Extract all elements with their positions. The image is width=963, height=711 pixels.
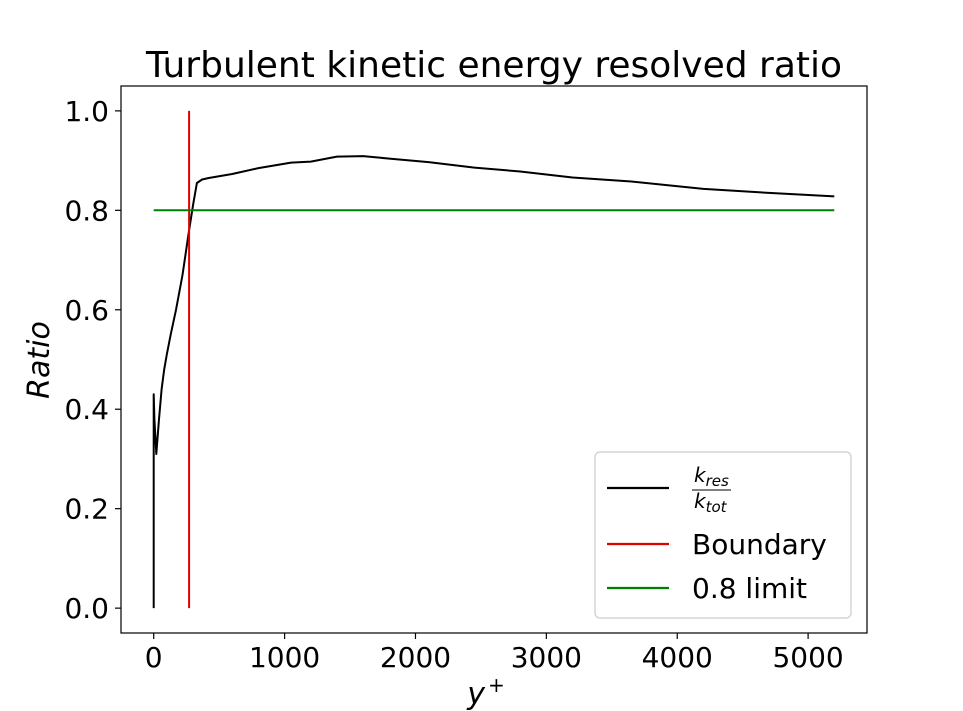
legend-denominator: ktot [694,489,728,516]
legend: kres ktot Boundary 0.8 limit [594,451,852,619]
x-tick-label: 5000 [772,641,843,674]
y-tick-label: 0.8 [64,194,109,227]
x-tick-label: 0 [145,641,163,674]
x-tick-label: 3000 [511,641,582,674]
y-tick-label: 0.0 [64,592,109,625]
y-axis-ticks: 0.0 0.2 0.4 0.6 0.8 1.0 [64,95,121,625]
legend-numerator: kres [694,463,729,490]
x-tick-label: 2000 [380,641,451,674]
y-tick-label: 0.4 [64,393,109,426]
legend-label-boundary: Boundary [692,528,827,561]
legend-label-kres-ktot: kres ktot [692,463,731,516]
y-axis-label: Ratio [22,321,57,399]
x-tick-label: 4000 [642,641,713,674]
legend-label-0-8-limit: 0.8 limit [692,572,807,605]
plot-frame [120,85,868,634]
x-axis-label: y + [466,673,505,711]
x-tick-label: 1000 [249,641,320,674]
x-axis-ticks: 0 1000 2000 3000 4000 5000 [145,633,844,674]
y-tick-label: 0.6 [64,294,109,327]
y-tick-label: 1.0 [64,95,109,128]
plot-area [152,110,835,609]
series-line-kres-ktot [152,155,835,609]
y-tick-label: 0.2 [64,493,109,526]
chart-title: Turbulent kinetic energy resolved ratio [145,45,842,86]
legend-box [594,451,852,619]
